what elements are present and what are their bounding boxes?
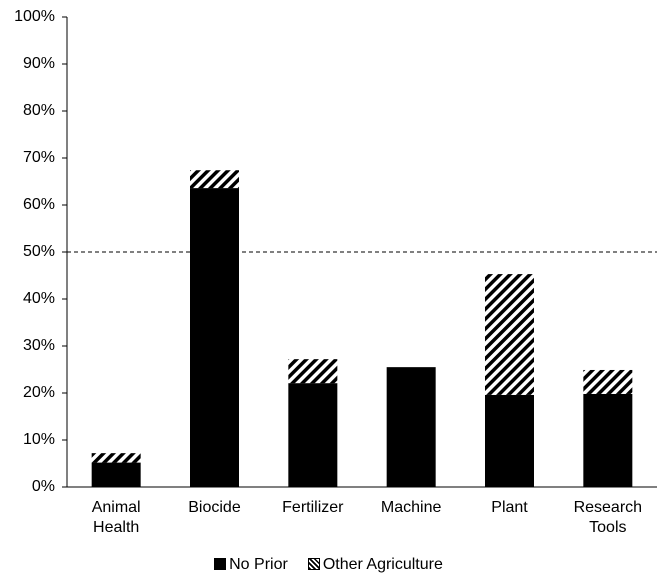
chart: 0% 10% 20% 30% 40% 50% 60% 70% 80% 90% 100%	[14, 8, 657, 495]
bar-segment	[91, 462, 141, 487]
legend-item: Other Agriculture	[307, 556, 443, 573]
bar-segment	[288, 359, 338, 384]
x-tick-label: Plant	[491, 499, 528, 516]
y-tick-label: 80%	[23, 102, 55, 119]
legend-swatch	[214, 558, 227, 570]
bar-segment	[190, 170, 239, 189]
bar-segment	[485, 274, 534, 395]
y-tick-label: 30%	[23, 337, 55, 354]
bar-segment	[386, 367, 436, 487]
x-tick-label: Animal Health	[91, 499, 141, 536]
y-tick-label: 10%	[23, 431, 55, 448]
y-tick-label: 50%	[23, 243, 55, 260]
y-tick-label: 40%	[23, 290, 55, 307]
x-tick-label: Machine	[380, 499, 442, 516]
y-tick-label: 90%	[23, 55, 55, 72]
y-tick-label: 20%	[23, 384, 55, 401]
y-tick-label: 0%	[32, 478, 55, 495]
y-tick-label: 100%	[14, 8, 55, 25]
y-tick-label: 70%	[23, 149, 55, 166]
legend-label: Other Agriculture	[322, 556, 443, 573]
legend-label: No Prior	[229, 556, 288, 573]
legend-swatch	[307, 558, 320, 570]
bar-segment	[485, 394, 534, 487]
bar-segment	[190, 188, 239, 487]
x-tick-label: Biocide	[188, 499, 241, 516]
bar-segment	[91, 453, 141, 463]
y-tick-label: 60%	[23, 196, 55, 213]
bar-segment	[583, 393, 633, 487]
x-tick-label: Fertilizer	[282, 499, 344, 516]
legend: No Prior Other Agriculture	[0, 555, 657, 575]
legend-item: No Prior	[214, 556, 288, 573]
bar-segment	[288, 383, 338, 487]
bar-segment	[583, 369, 633, 394]
x-tick-label: Research Tools	[573, 499, 643, 536]
